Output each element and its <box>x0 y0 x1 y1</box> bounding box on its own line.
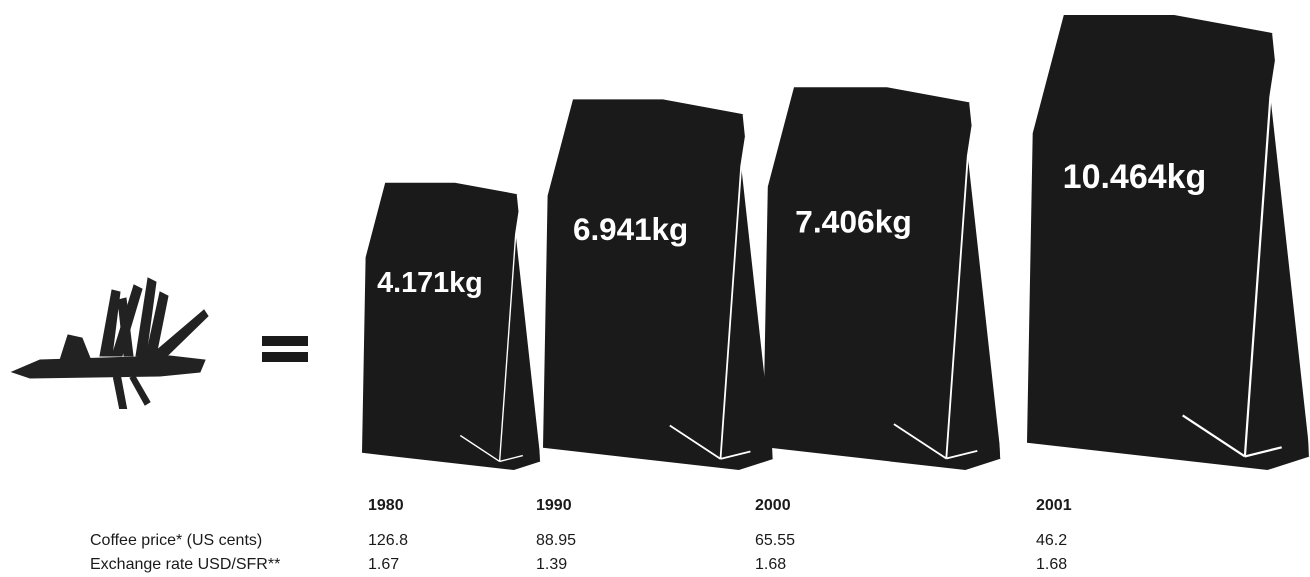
coffee-bag-body-2001 <box>1027 15 1310 470</box>
exchange-rate-2001: 1.68 <box>1036 556 1068 573</box>
exchange-rate-1980: 1.67 <box>368 556 400 573</box>
coffee-bag-body-1990 <box>543 99 774 471</box>
coffee-bag-1990: 6.941kg <box>543 99 775 471</box>
coffee-bag-fold-1980 <box>459 194 542 463</box>
coffee-bag-2000: 7.406kg <box>763 87 1003 470</box>
year-label-2000: 2000 <box>755 497 791 514</box>
coffee-bag-fold-1990 <box>669 114 775 460</box>
year-label-1990: 1990 <box>536 497 572 514</box>
coffee-bag-fold-2001 <box>1182 33 1310 458</box>
coffee-price-2001: 46.2 <box>1036 532 1068 549</box>
coffee-bag-fold-2000 <box>893 102 1003 460</box>
bag-value-label-1990: 6.941kg <box>573 212 688 247</box>
exchange-rate-1990: 1.39 <box>536 556 568 573</box>
bag-value-label-2000: 7.406kg <box>795 204 912 240</box>
coffee-bag-body-2000 <box>763 87 1002 470</box>
row-label-exchange-rate: Exchange rate USD/SFR** <box>90 556 281 573</box>
coffee-bag-body-1980 <box>362 182 541 470</box>
coffee-bag-1980: 4.171kg <box>362 182 542 470</box>
coffee-bag-2001: 10.464kg <box>1027 15 1310 470</box>
bag-value-label-1980: 4.171kg <box>377 267 483 299</box>
bag-value-label-2001: 10.464kg <box>1063 158 1207 196</box>
coffee-price-1990: 88.95 <box>536 532 577 549</box>
year-label-1980: 1980 <box>368 497 404 514</box>
coffee-price-1980: 126.8 <box>368 532 409 549</box>
coffee-price-2000: 65.55 <box>755 532 796 549</box>
year-label-2001: 2001 <box>1036 497 1072 514</box>
swiss-army-knife-icon <box>10 277 209 409</box>
row-label-coffee-price: Coffee price* (US cents) <box>90 532 263 549</box>
exchange-rate-2000: 1.68 <box>755 556 787 573</box>
bags-layer: 4.171kg 6.941kg 7.406kg 10.464kg <box>362 15 1310 471</box>
equals-icon <box>262 336 308 362</box>
